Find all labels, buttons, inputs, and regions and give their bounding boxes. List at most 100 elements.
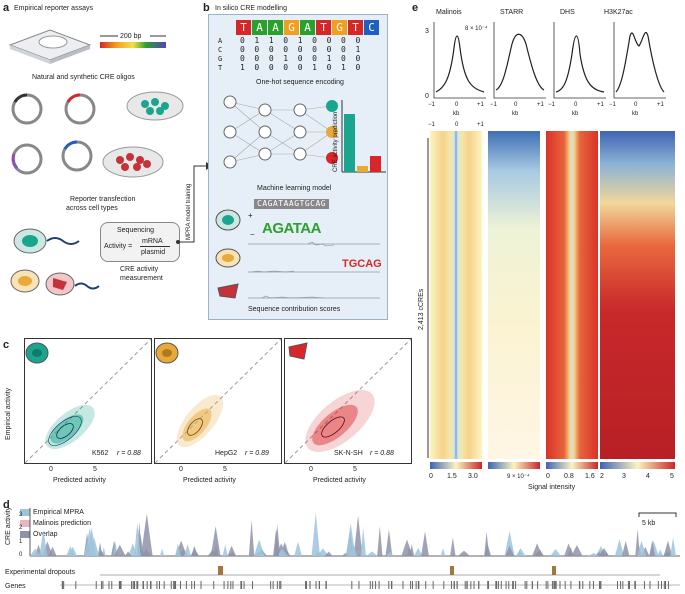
gene-exon [372, 581, 374, 589]
gene-exon [592, 581, 594, 589]
activity-peak [571, 545, 583, 556]
gene-exon [495, 581, 497, 589]
gene-exon [213, 581, 215, 589]
legend-empirical: Empirical MPRA [33, 509, 84, 516]
transfection-line2: across cell types [66, 205, 118, 212]
panel-e-label: e [412, 2, 419, 14]
gene-exon [487, 581, 489, 589]
hepg2-xlabel: Predicted activity [183, 477, 236, 484]
gene-exon [102, 581, 104, 589]
legend-swatch-empirical [20, 509, 30, 516]
colorbars [430, 462, 675, 469]
gene-exon [309, 581, 311, 589]
legend-prediction: Malinois prediction [33, 520, 91, 527]
gene-exon [170, 581, 172, 589]
gene-exon [378, 581, 380, 589]
gene-exon [351, 581, 353, 589]
plasmid-illustration [11, 91, 184, 178]
gene-exon [369, 581, 371, 589]
contribution-tracks [248, 241, 380, 299]
profile-x-neg1-1: −1 [428, 102, 435, 108]
gene-exon [156, 581, 158, 589]
activity-peak [159, 548, 165, 556]
seq-base: A [268, 20, 283, 35]
cb-h3k27ac-2: 4 [646, 473, 650, 480]
activity-peak [294, 541, 302, 556]
activity-peak [345, 523, 356, 556]
gene-exon [466, 581, 468, 589]
cb-dhs-0: 0 [546, 473, 550, 480]
panel-a-label: a [3, 2, 10, 14]
gene-exon [555, 581, 557, 589]
gene-exon [136, 581, 138, 589]
heatmap-malinois [430, 131, 482, 459]
activity-track [29, 508, 680, 557]
gene-exon [478, 581, 480, 589]
gene-exon [464, 581, 466, 589]
activity-peak [421, 531, 429, 556]
activity-peak [614, 539, 624, 556]
hepg2-r: r = 0.89 [245, 450, 269, 457]
activity-peak [253, 539, 265, 556]
gene-exon [622, 581, 624, 589]
profile-x-pos1-3: +1 [597, 102, 604, 108]
cb-malinois-2: 3.0 [468, 473, 478, 480]
activity-peak [649, 539, 656, 556]
activity-peak [385, 529, 393, 556]
activity-peak [48, 546, 57, 556]
gene-exon [453, 581, 455, 589]
gene-exon [173, 581, 175, 589]
gene-exon [270, 581, 272, 589]
profile-x-neg1-3: −1 [548, 102, 555, 108]
scale-bar [100, 35, 166, 48]
gene-exon [134, 581, 136, 589]
signal-label: Signal intensity [528, 484, 576, 491]
d-scale-label: 5 kb [642, 520, 656, 527]
onehot-row: 1 0 0 0 0 1 0 1 0 [240, 63, 363, 72]
activity-peak [227, 552, 237, 556]
gene-exon [643, 581, 645, 589]
measure-line1: CRE activity [120, 266, 159, 273]
panel-a-title: Empirical reporter assays [14, 5, 93, 12]
gene-exon [232, 581, 234, 589]
activity-peak [248, 520, 255, 556]
contrib-label: Sequence contribution scores [248, 306, 341, 313]
gene-exon [101, 581, 103, 589]
activity-peak [227, 545, 236, 556]
activity-peak [113, 544, 126, 556]
sknsh-cell: SK-N-SH [334, 450, 363, 457]
gene-exon [628, 581, 630, 589]
gene-exon [450, 581, 452, 589]
activity-peak [29, 548, 41, 556]
activity-peak [534, 551, 542, 556]
activity-peak [440, 547, 446, 556]
gene-exon [175, 581, 177, 589]
k562-r: r = 0.88 [117, 450, 141, 457]
activity-peak [311, 512, 320, 556]
hepg2-tick5: 5 [223, 466, 227, 473]
gene-exon [410, 581, 412, 589]
activity-peak [401, 539, 413, 556]
activity-peak [450, 537, 456, 556]
gene-exon [425, 581, 427, 589]
cb-dhs-2: 1.6 [585, 473, 595, 480]
gene-exon [512, 581, 514, 589]
cb-h3k27ac-3: 5 [670, 473, 674, 480]
plate-illustration [8, 29, 92, 64]
gene-exon [582, 581, 584, 589]
d-ylabel: CRE activity [5, 506, 12, 545]
gene-exon [276, 581, 278, 589]
k562-cell: K562 [92, 450, 109, 457]
motif-sequence: CAGATAAGTGCAG [254, 199, 330, 209]
gene-exon [456, 581, 458, 589]
gene-exon [559, 581, 561, 589]
activity-peak [550, 548, 561, 556]
activity-peak [190, 549, 200, 556]
heatmap-h3k27ac [600, 131, 675, 459]
activity-peak [621, 540, 630, 556]
gene-exon [512, 581, 514, 589]
seq-base: A [252, 20, 267, 35]
gene-exon [578, 581, 580, 589]
gene-exon [487, 581, 489, 589]
